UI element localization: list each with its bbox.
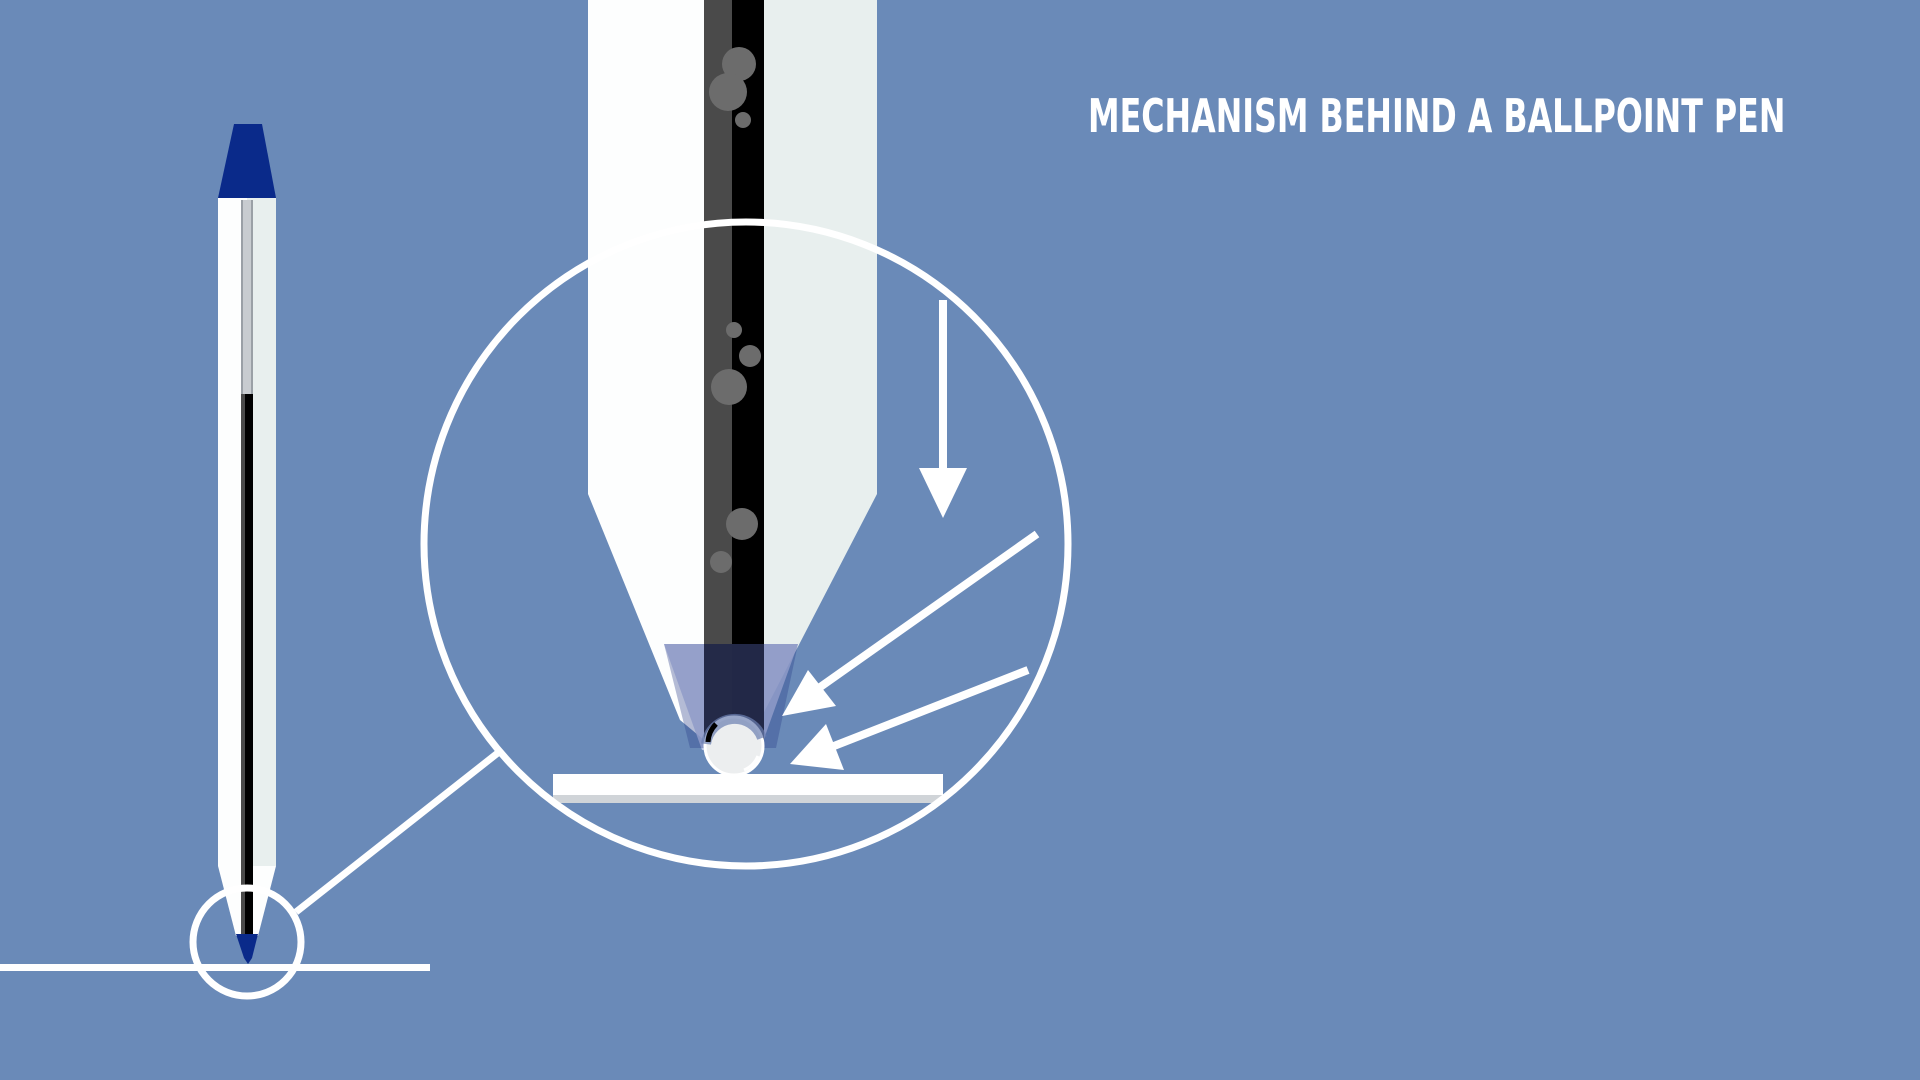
writing-surface-line bbox=[0, 964, 430, 971]
diagonal-arrow-upper-icon bbox=[782, 530, 1040, 716]
zoom-pen-body-left bbox=[588, 0, 704, 740]
diagonal-arrow-lower-icon bbox=[790, 666, 1030, 770]
ball-bearing-icon bbox=[701, 713, 767, 777]
magnifier-large-circle bbox=[420, 218, 1072, 870]
diagram-title: MECHANISM BEHIND A BALLPOINT PEN bbox=[1088, 89, 1786, 143]
pen-tip bbox=[236, 934, 258, 964]
ink-bubbles bbox=[709, 47, 761, 573]
zoom-ink-channel bbox=[732, 0, 764, 740]
zoom-pen-body-right bbox=[760, 0, 877, 720]
down-arrow-icon bbox=[919, 300, 967, 518]
pen-cap bbox=[218, 124, 276, 198]
magnifier-small-circle bbox=[189, 884, 305, 1000]
paper-strip-shadow bbox=[553, 795, 943, 803]
magnifier-connector bbox=[293, 749, 502, 915]
paper-strip bbox=[553, 774, 943, 796]
